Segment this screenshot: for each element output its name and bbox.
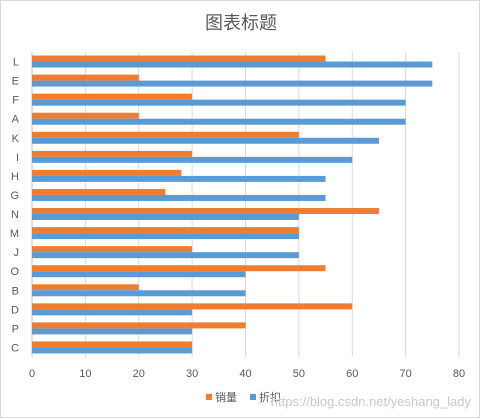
bar-L-series2: [32, 61, 433, 68]
x-tick-label-30: 30: [186, 368, 198, 380]
legend-swatch-1: [206, 394, 212, 400]
x-tick-label-60: 60: [346, 368, 358, 380]
bar-P-series1: [32, 322, 246, 329]
legend-label-1: 销量: [215, 390, 237, 404]
y-tick-label-J: J: [14, 247, 20, 259]
bar-N-series1: [32, 208, 379, 215]
bars: [32, 55, 433, 354]
y-tick-label-B: B: [12, 285, 19, 297]
watermark-text: https://blog.csdn.net/yeshang_lady: [271, 394, 472, 409]
y-tick-label-D: D: [11, 304, 19, 316]
bar-H-series1: [32, 169, 182, 176]
bar-J-series1: [32, 246, 193, 253]
bar-D-series2: [32, 309, 193, 316]
bar-E-series2: [32, 80, 433, 87]
y-tick-label-L: L: [13, 57, 19, 69]
bar-A-series2: [32, 118, 406, 125]
bar-K-series1: [32, 131, 299, 138]
legend-label-2: 折扣: [259, 390, 281, 404]
bar-K-series2: [32, 137, 379, 144]
bar-G-series1: [32, 188, 166, 195]
bar-M-series2: [32, 233, 299, 240]
bar-H-series2: [32, 175, 326, 182]
bar-J-series2: [32, 252, 299, 259]
x-tick-label-0: 0: [29, 368, 35, 380]
bar-F-series2: [32, 99, 406, 106]
bar-I-series1: [32, 150, 193, 157]
bar-C-series1: [32, 341, 193, 348]
x-tick-label-20: 20: [133, 368, 145, 380]
y-tick-label-H: H: [11, 171, 19, 183]
bar-B-series2: [32, 290, 246, 297]
bar-M-series1: [32, 227, 299, 234]
x-tick-label-40: 40: [239, 368, 251, 380]
y-tick-label-P: P: [12, 323, 19, 335]
y-tick-label-N: N: [11, 209, 19, 221]
y-tick-label-A: A: [12, 114, 20, 126]
bar-F-series1: [32, 93, 193, 100]
bar-B-series1: [32, 284, 139, 291]
y-tick-label-O: O: [10, 266, 19, 278]
bar-A-series1: [32, 112, 139, 119]
y-tick-label-I: I: [16, 152, 19, 164]
x-tick-label-80: 80: [453, 368, 465, 380]
x-tick-label-70: 70: [400, 368, 412, 380]
y-tick-label-C: C: [11, 342, 19, 354]
bar-L-series1: [32, 55, 326, 62]
x-tick-label-10: 10: [79, 368, 91, 380]
legend: 销量 折扣: [206, 390, 281, 404]
bar-I-series2: [32, 156, 353, 163]
bar-D-series1: [32, 303, 353, 310]
bar-N-series2: [32, 214, 299, 221]
x-tick-label-50: 50: [293, 368, 305, 380]
legend-swatch-2: [250, 394, 256, 400]
bar-G-series2: [32, 194, 326, 201]
bar-O-series1: [32, 265, 326, 272]
bar-C-series2: [32, 347, 193, 354]
y-tick-label-F: F: [12, 95, 19, 107]
y-tick-label-E: E: [12, 76, 19, 88]
bar-E-series1: [32, 74, 139, 81]
x-axis-labels: 0 10 20 30 40 50 60 70 80: [29, 368, 465, 380]
bar-O-series2: [32, 271, 246, 278]
y-tick-label-M: M: [10, 228, 19, 240]
bar-P-series2: [32, 328, 193, 335]
chart-title: 图表标题: [205, 13, 277, 34]
y-tick-label-G: G: [10, 190, 19, 202]
y-tick-label-K: K: [12, 133, 20, 145]
